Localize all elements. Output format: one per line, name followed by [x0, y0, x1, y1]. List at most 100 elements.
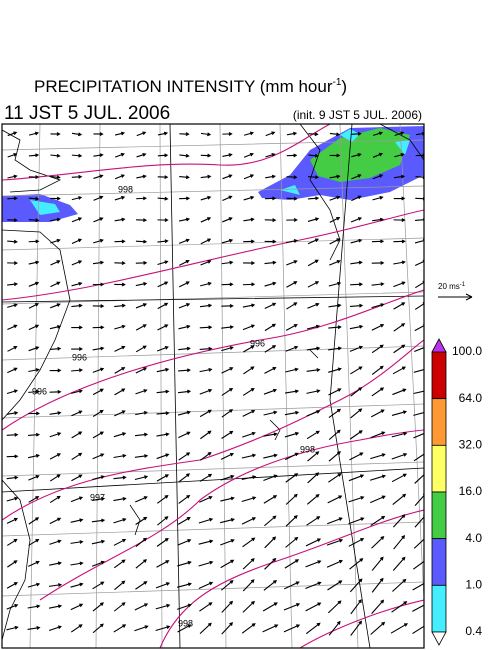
wind-arrow	[198, 560, 214, 567]
init-time: (init. 9 JST 5 JUL. 2006)	[293, 108, 422, 122]
isobar-label: 996	[250, 338, 265, 348]
wind-arrow	[371, 599, 385, 615]
wind-arrow	[135, 282, 148, 287]
wind-arrow	[156, 494, 169, 504]
wind-arrow	[264, 302, 277, 310]
wind-arrow	[71, 238, 83, 245]
wind-arrow	[50, 175, 61, 180]
wind-arrow	[92, 475, 105, 481]
wind-arrow	[92, 325, 105, 330]
wind-arrow	[349, 558, 364, 570]
isobar	[299, 599, 424, 648]
wind-arrow	[156, 453, 170, 460]
wind-arrow	[28, 218, 40, 223]
wind-arrow	[221, 238, 234, 244]
wind-arrow	[157, 218, 169, 222]
wind-arrow	[308, 132, 319, 137]
wind-arrow	[156, 474, 170, 482]
wind-arrow	[285, 345, 299, 352]
wind-arrow	[136, 152, 147, 158]
wind-arrow	[7, 303, 18, 308]
wind-arrow	[6, 411, 19, 415]
wind-arrow	[113, 538, 127, 546]
wind-arrow	[7, 152, 18, 158]
colorbar-label: 64.0	[459, 391, 483, 405]
wind-arrow	[220, 474, 235, 481]
wind-arrow	[306, 493, 320, 505]
valid-time: 11 JST 5 JUL. 2006	[4, 103, 170, 124]
wind-arrow	[306, 430, 320, 440]
wind-arrow	[286, 260, 298, 266]
wind-arrow	[136, 196, 147, 201]
wind-arrow	[71, 260, 83, 266]
wind-arrow	[177, 624, 192, 633]
wind-arrow	[220, 518, 235, 524]
wind-arrow	[49, 517, 62, 525]
wind-arrow	[392, 493, 407, 505]
wind-arrow	[327, 600, 342, 614]
wind-arrow	[50, 196, 61, 201]
wind-arrow	[70, 582, 84, 588]
wind-arrow	[391, 601, 408, 613]
wind-arrow	[200, 195, 212, 201]
wind-arrow	[135, 516, 148, 525]
wind-arrow	[7, 367, 18, 374]
wind-arrow	[114, 174, 125, 180]
wind-arrow	[243, 345, 255, 353]
wind-arrow	[114, 131, 126, 136]
wind-arrow	[221, 409, 234, 418]
wind-arrow	[134, 603, 149, 611]
wind-arrow	[93, 153, 104, 158]
wind-arrow	[221, 346, 234, 352]
wind-arrow	[286, 196, 298, 201]
wind-arrow	[70, 624, 83, 633]
wind-arrow	[243, 174, 255, 180]
wind-arrow	[284, 389, 300, 394]
wind-arrow	[328, 325, 342, 330]
wind-arrow	[242, 409, 256, 417]
wind-arrow	[263, 453, 278, 459]
wind-arrow	[157, 281, 169, 288]
wind-arrow	[369, 474, 386, 481]
wind-arrow	[414, 514, 424, 528]
wind-arrow	[27, 604, 41, 609]
wind-arrow	[135, 303, 148, 309]
wind-arrow	[393, 218, 406, 222]
wind-arrow	[71, 410, 83, 417]
wind-arrow	[70, 603, 84, 611]
wind-arrow	[50, 303, 61, 309]
wind-arrow	[350, 217, 363, 223]
wind-arrow	[28, 496, 40, 503]
wind-arrow	[372, 152, 383, 158]
wind-arrow	[71, 368, 84, 373]
wind-arrow	[413, 536, 424, 549]
wind-arrow	[6, 475, 19, 480]
wind-arrow	[28, 538, 40, 546]
wind-arrow	[91, 539, 106, 545]
wind-arrow	[350, 620, 363, 636]
wind-arrow	[306, 389, 321, 394]
wind-arrow	[114, 282, 126, 287]
wind-arrow	[93, 195, 104, 201]
wind-arrow	[48, 604, 63, 609]
wind-arrow	[49, 474, 61, 482]
wind-arrow	[221, 303, 234, 308]
wind-arrow	[306, 346, 321, 351]
wind-arrow	[49, 453, 61, 460]
wind-arrow	[413, 560, 424, 570]
wind-arrow	[349, 345, 364, 352]
wind-arrow	[28, 432, 41, 437]
colorbar-label: 32.0	[459, 438, 483, 452]
colorbar-label: 16.0	[459, 484, 483, 498]
wind-arrow	[241, 496, 257, 503]
wind-arrow	[178, 452, 191, 461]
wind-arrow	[221, 367, 234, 374]
wind-arrow	[329, 195, 341, 201]
wind-arrow	[114, 152, 125, 158]
wind-arrow	[348, 538, 365, 547]
wind-arrow	[71, 303, 83, 308]
wind-arrow	[392, 556, 406, 571]
wind-arrow	[91, 518, 106, 523]
wind-arrow	[114, 367, 126, 374]
wind-arrow	[265, 174, 276, 179]
